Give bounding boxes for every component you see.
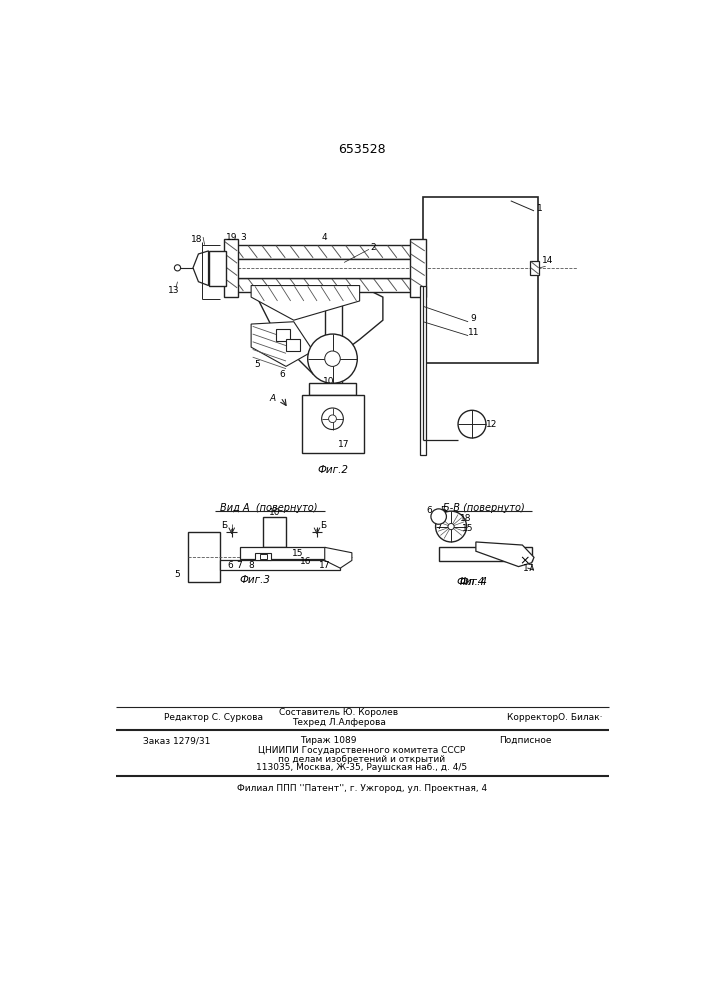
- Text: 6: 6: [228, 561, 233, 570]
- Text: Фиг.3: Фиг.3: [240, 575, 271, 585]
- Bar: [438, 547, 532, 561]
- Bar: [309, 383, 356, 395]
- Text: 1: 1: [537, 204, 542, 213]
- Text: 18: 18: [460, 514, 472, 523]
- Text: 14: 14: [542, 256, 554, 265]
- Bar: [187, 532, 220, 582]
- Polygon shape: [251, 286, 360, 320]
- Text: Редактор С. Суркова: Редактор С. Суркова: [163, 713, 262, 722]
- Text: 5: 5: [255, 360, 260, 369]
- Text: ×: ×: [520, 555, 530, 568]
- Bar: [209, 251, 226, 286]
- Text: Фл.4: Фл.4: [460, 577, 485, 587]
- Text: Составитель Ю. Королев: Составитель Ю. Королев: [279, 708, 398, 717]
- Circle shape: [322, 408, 344, 430]
- Text: 6: 6: [426, 506, 432, 515]
- Circle shape: [448, 523, 454, 530]
- Text: Б: Б: [221, 521, 227, 530]
- Bar: [530, 261, 539, 275]
- Text: КорректорО. Билак·: КорректорО. Билак·: [507, 713, 602, 722]
- Text: Подписное: Подписное: [499, 736, 551, 745]
- Bar: [263, 517, 286, 547]
- Bar: [301, 395, 363, 453]
- Text: Заказ 1279/31: Заказ 1279/31: [143, 736, 210, 745]
- Circle shape: [329, 415, 337, 423]
- Bar: [260, 554, 267, 559]
- Text: Филиал ППП ''Патент'', г. Ужгород, ул. Проектная, 4: Филиал ППП ''Патент'', г. Ужгород, ул. П…: [237, 784, 487, 793]
- Bar: [420, 286, 426, 455]
- Text: ЦНИИПИ Государственного комитета СССР: ЦНИИПИ Государственного комитета СССР: [258, 746, 466, 755]
- Text: 15: 15: [292, 549, 303, 558]
- Text: А: А: [270, 394, 276, 403]
- Bar: [240, 547, 325, 559]
- Bar: [423, 197, 538, 363]
- Circle shape: [431, 509, 446, 524]
- Circle shape: [458, 410, 486, 438]
- Text: 12: 12: [486, 420, 497, 429]
- Text: Б-В (повернуто): Б-В (повернуто): [443, 503, 525, 513]
- Text: 7: 7: [437, 522, 443, 531]
- Text: 11: 11: [468, 328, 479, 337]
- Text: 19: 19: [226, 233, 238, 242]
- Text: 10: 10: [323, 377, 334, 386]
- Text: Фиг.2: Фиг.2: [317, 465, 348, 475]
- Polygon shape: [325, 547, 352, 568]
- Polygon shape: [476, 542, 534, 567]
- Polygon shape: [193, 251, 209, 286]
- Text: 2: 2: [370, 243, 375, 252]
- Bar: [232, 278, 423, 292]
- Text: 17: 17: [319, 561, 330, 570]
- Bar: [286, 339, 300, 351]
- Text: Фиг.4: Фиг.4: [457, 577, 488, 587]
- Text: 15: 15: [462, 524, 474, 533]
- Text: 18: 18: [191, 235, 203, 244]
- Text: Б: Б: [320, 521, 326, 530]
- Circle shape: [325, 351, 340, 366]
- Text: Вид А  (повернуто): Вид А (повернуто): [220, 503, 317, 513]
- Text: 113035, Москва, Ж-35, Раушская наб., д. 4/5: 113035, Москва, Ж-35, Раушская наб., д. …: [257, 763, 467, 772]
- Text: Техред Л.Алферова: Техред Л.Алферова: [292, 718, 385, 727]
- Text: 7: 7: [237, 561, 243, 570]
- Text: 9: 9: [471, 314, 477, 323]
- Circle shape: [308, 334, 357, 383]
- Text: по делам изобретений и открытий: по делам изобретений и открытий: [279, 755, 445, 764]
- Text: 4: 4: [322, 233, 327, 242]
- Text: 6: 6: [279, 370, 285, 379]
- Text: Б: Б: [440, 506, 446, 515]
- Text: 653528: 653528: [338, 143, 386, 156]
- Bar: [410, 239, 426, 297]
- Bar: [325, 297, 341, 389]
- Text: 16: 16: [300, 557, 311, 566]
- Bar: [224, 239, 238, 297]
- Text: 8: 8: [248, 561, 254, 570]
- Text: 17: 17: [339, 440, 350, 449]
- Text: 3: 3: [240, 233, 246, 242]
- Bar: [255, 553, 271, 560]
- Bar: [232, 245, 423, 259]
- Bar: [232, 259, 423, 278]
- Polygon shape: [251, 322, 313, 366]
- Text: 5: 5: [175, 570, 180, 579]
- Text: 13: 13: [168, 286, 180, 295]
- Text: Тираж 1089: Тираж 1089: [300, 736, 357, 745]
- Circle shape: [436, 511, 467, 542]
- Text: 17: 17: [522, 564, 534, 573]
- Bar: [220, 560, 340, 570]
- Circle shape: [175, 265, 180, 271]
- Polygon shape: [251, 286, 383, 374]
- Bar: [276, 329, 290, 341]
- Text: 10: 10: [269, 508, 280, 517]
